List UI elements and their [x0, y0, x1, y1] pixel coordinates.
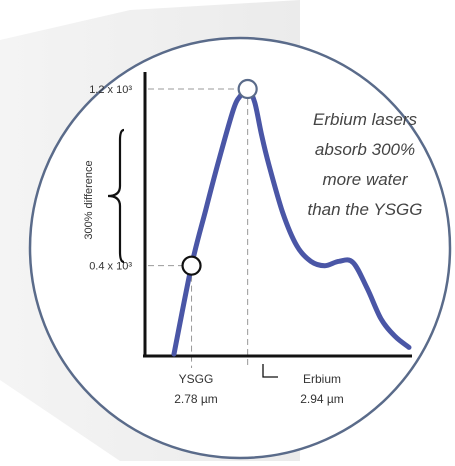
- marker-points: [181, 78, 258, 276]
- magnifier-circle: [28, 36, 452, 460]
- marker-erbium: [237, 78, 258, 100]
- erbium-pointer: [262, 364, 278, 378]
- ysgg-label: YSGG: [179, 372, 214, 386]
- y-tick-label-low: 0.4 x 10³: [89, 261, 132, 273]
- absorption-curve: [171, 86, 412, 357]
- annotation-line-4: than the YSGG: [308, 200, 423, 219]
- erbium-wavelength: 2.94 µm: [300, 392, 344, 406]
- axes: [143, 72, 412, 358]
- y-tick-label-high: 1.2 x 10³: [89, 84, 132, 96]
- annotation-line-1: Erbium lasers: [313, 110, 417, 129]
- marker-ysgg: [181, 255, 202, 276]
- ysgg-wavelength: 2.78 µm: [174, 392, 218, 406]
- difference-bracket: [107, 128, 125, 264]
- difference-label: 300% difference: [83, 160, 95, 239]
- erbium-label: Erbium: [303, 372, 341, 386]
- annotation-line-3: more water: [322, 170, 408, 189]
- guide-lines: [148, 88, 249, 368]
- annotation-line-2: absorb 300%: [315, 140, 415, 159]
